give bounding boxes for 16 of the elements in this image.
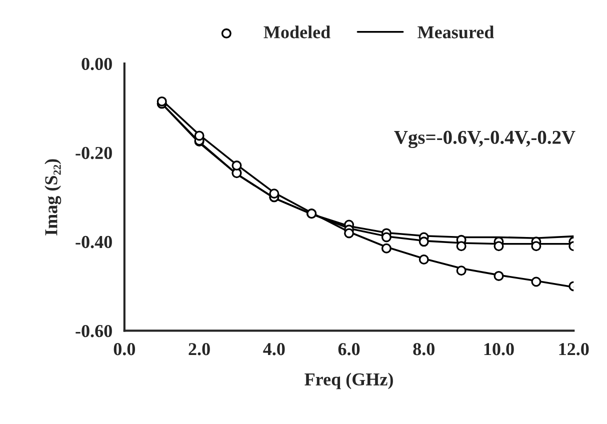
- legend-label: Modeled: [264, 26, 330, 38]
- legend-label: Measured: [418, 26, 494, 38]
- x-tick-label: 2.0: [188, 343, 210, 356]
- x-axis-title: Freq (GHz): [304, 372, 393, 390]
- y-tick-label: -0.20: [76, 146, 112, 160]
- y-tick-label: -0.40: [76, 236, 112, 248]
- x-tick-label: 0.0: [114, 343, 136, 356]
- x-tick-label: 8.0: [413, 343, 434, 356]
- x-tick-label: 6.0: [338, 343, 360, 356]
- x-tick-label: 10.0: [484, 343, 514, 356]
- y-tick-label: 0.00: [82, 58, 112, 70]
- x-tick-label: 4.0: [263, 343, 285, 356]
- y-tick-label: -0.60: [76, 324, 112, 338]
- y-axis-title: Imag (S₂₂): [44, 159, 62, 236]
- x-tick-label: 12.0: [559, 343, 589, 356]
- annotation: Vgs=-0.6V,-0.4V,-0.2V: [394, 130, 576, 148]
